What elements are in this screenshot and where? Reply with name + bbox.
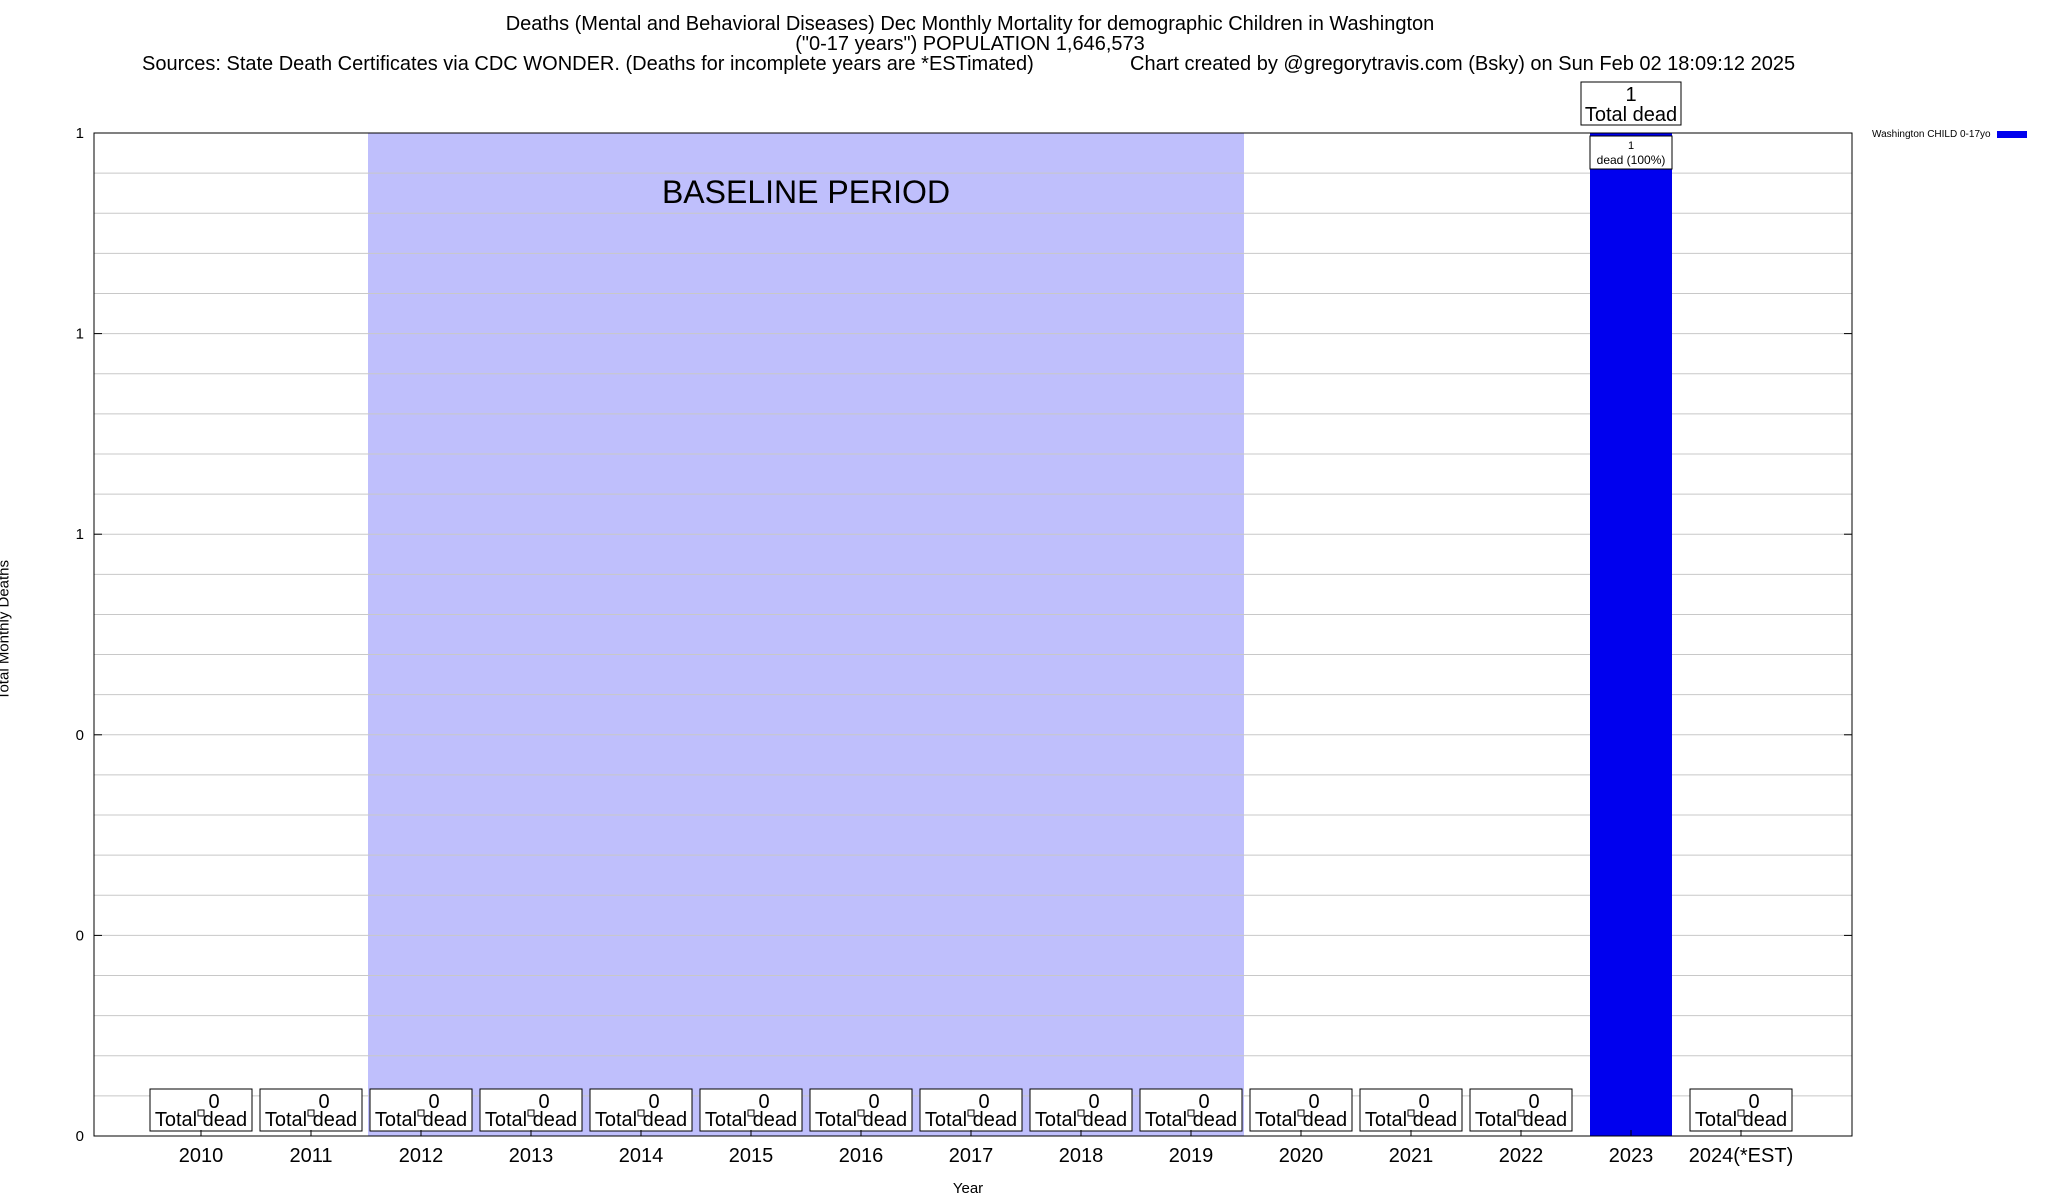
bar-total-text: Total dead [375, 1109, 467, 1131]
x-tick-label: 2021 [1389, 1145, 1434, 1167]
bar-total-label-box [1580, 81, 1682, 126]
bar-total-value: 0 [1528, 1091, 1539, 1113]
x-tick-label: 2020 [1279, 1145, 1324, 1167]
baseline-period-shade [368, 133, 1244, 1136]
bar-empty-marker [1517, 1109, 1525, 1117]
bar-total-text: Total dead [705, 1109, 797, 1131]
x-tick-label: 2010 [179, 1145, 224, 1167]
bar-total-value: 0 [1088, 1091, 1099, 1113]
bar-empty-marker [747, 1109, 755, 1117]
legend: Washington CHILD 0-17yo [1872, 129, 2027, 140]
bar-total-text: Total dead [1475, 1109, 1567, 1131]
bar-total-value: 0 [1418, 1091, 1429, 1113]
bar-empty-marker [1407, 1109, 1415, 1117]
y-tick-label: 0 [76, 927, 84, 944]
y-tick-label: 1 [76, 526, 84, 543]
x-tick-label: 2024(*EST) [1689, 1145, 1794, 1167]
bar-total-text: Total dead [485, 1109, 577, 1131]
bar-total-text: Total dead [155, 1109, 247, 1131]
bar-empty-marker [1737, 1109, 1745, 1117]
chart-title: Deaths (Mental and Behavioral Diseases) … [505, 13, 1435, 35]
bar-total-value: 0 [758, 1091, 769, 1113]
bar-total-value: 0 [208, 1091, 219, 1113]
y-tick-label: 0 [76, 727, 84, 744]
bar-empty-marker [1297, 1109, 1305, 1117]
bar-total-text: Total dead [1585, 104, 1677, 126]
bar-total-value: 0 [538, 1091, 549, 1113]
y-tick-label: 1 [76, 125, 84, 142]
bar-total-text: Total dead [1035, 1109, 1127, 1131]
bar-empty-marker [1187, 1109, 1195, 1117]
x-tick-label: 2017 [949, 1145, 994, 1167]
x-tick-label: 2013 [509, 1145, 554, 1167]
bar-total-value: 0 [1198, 1091, 1209, 1113]
bar-total-value: 0 [868, 1091, 879, 1113]
x-tick-label: 2014 [619, 1145, 664, 1167]
bar-empty-marker [417, 1109, 425, 1117]
bar-empty-marker [967, 1109, 975, 1117]
plot-frame [93, 132, 1853, 1137]
bar-empty-marker [857, 1109, 865, 1117]
bar-empty-marker [637, 1109, 645, 1117]
bar-total-value: 0 [428, 1091, 439, 1113]
legend-swatch [1996, 131, 2027, 138]
bar-total-value: 0 [1308, 1091, 1319, 1113]
credit-note: Chart created by @gregorytravis.com (Bsk… [1130, 53, 1796, 75]
x-tick-label: 2023 [1609, 1145, 1654, 1167]
bar-total-value: 0 [318, 1091, 329, 1113]
bar-total-value: 0 [978, 1091, 989, 1113]
bar-inner-label-text: dead (100%) [1597, 153, 1666, 167]
x-tick-label: 2018 [1059, 1145, 1104, 1167]
x-axis-label: Year [952, 1180, 984, 1197]
bar-total-text: Total dead [265, 1109, 357, 1131]
y-tick-label: 0 [76, 1128, 84, 1145]
bar-empty-marker [197, 1109, 205, 1117]
x-tick-label: 2019 [1169, 1145, 1214, 1167]
bar-total-text: Total dead [815, 1109, 907, 1131]
bar-empty-marker [527, 1109, 535, 1117]
y-tick-label: 1 [76, 326, 84, 343]
legend-series-label: Washington CHILD 0-17yo [1872, 129, 1991, 140]
sources-note: Sources: State Death Certificates via CD… [142, 53, 1034, 75]
bar-empty-marker [1077, 1109, 1085, 1117]
bar-total-text: Total dead [1365, 1109, 1457, 1131]
bar-total-value: 0 [1748, 1091, 1759, 1113]
bar-empty-marker [307, 1109, 315, 1117]
bar-inner-label-box [1589, 135, 1673, 170]
x-tick-label: 2022 [1499, 1145, 1544, 1167]
bar-total-value: 1 [1625, 84, 1636, 106]
x-tick-label: 2016 [839, 1145, 884, 1167]
bar-total-value: 0 [648, 1091, 659, 1113]
bar-total-text: Total dead [1695, 1109, 1787, 1131]
bar-total-text: Total dead [595, 1109, 687, 1131]
chart-subtitle: ("0-17 years") POPULATION 1,646,573 [795, 33, 1145, 55]
bar-total-text: Total dead [1255, 1109, 1347, 1131]
x-tick-label: 2012 [399, 1145, 444, 1167]
x-tick-label: 2015 [729, 1145, 774, 1167]
baseline-period-label: BASELINE PERIOD [662, 174, 950, 210]
bar-inner-label-value: 1 [1628, 140, 1634, 152]
bar-total-text: Total dead [1145, 1109, 1237, 1131]
bar [1590, 133, 1672, 1136]
x-tick-label: 2011 [289, 1145, 332, 1167]
bar-total-text: Total dead [925, 1109, 1017, 1131]
